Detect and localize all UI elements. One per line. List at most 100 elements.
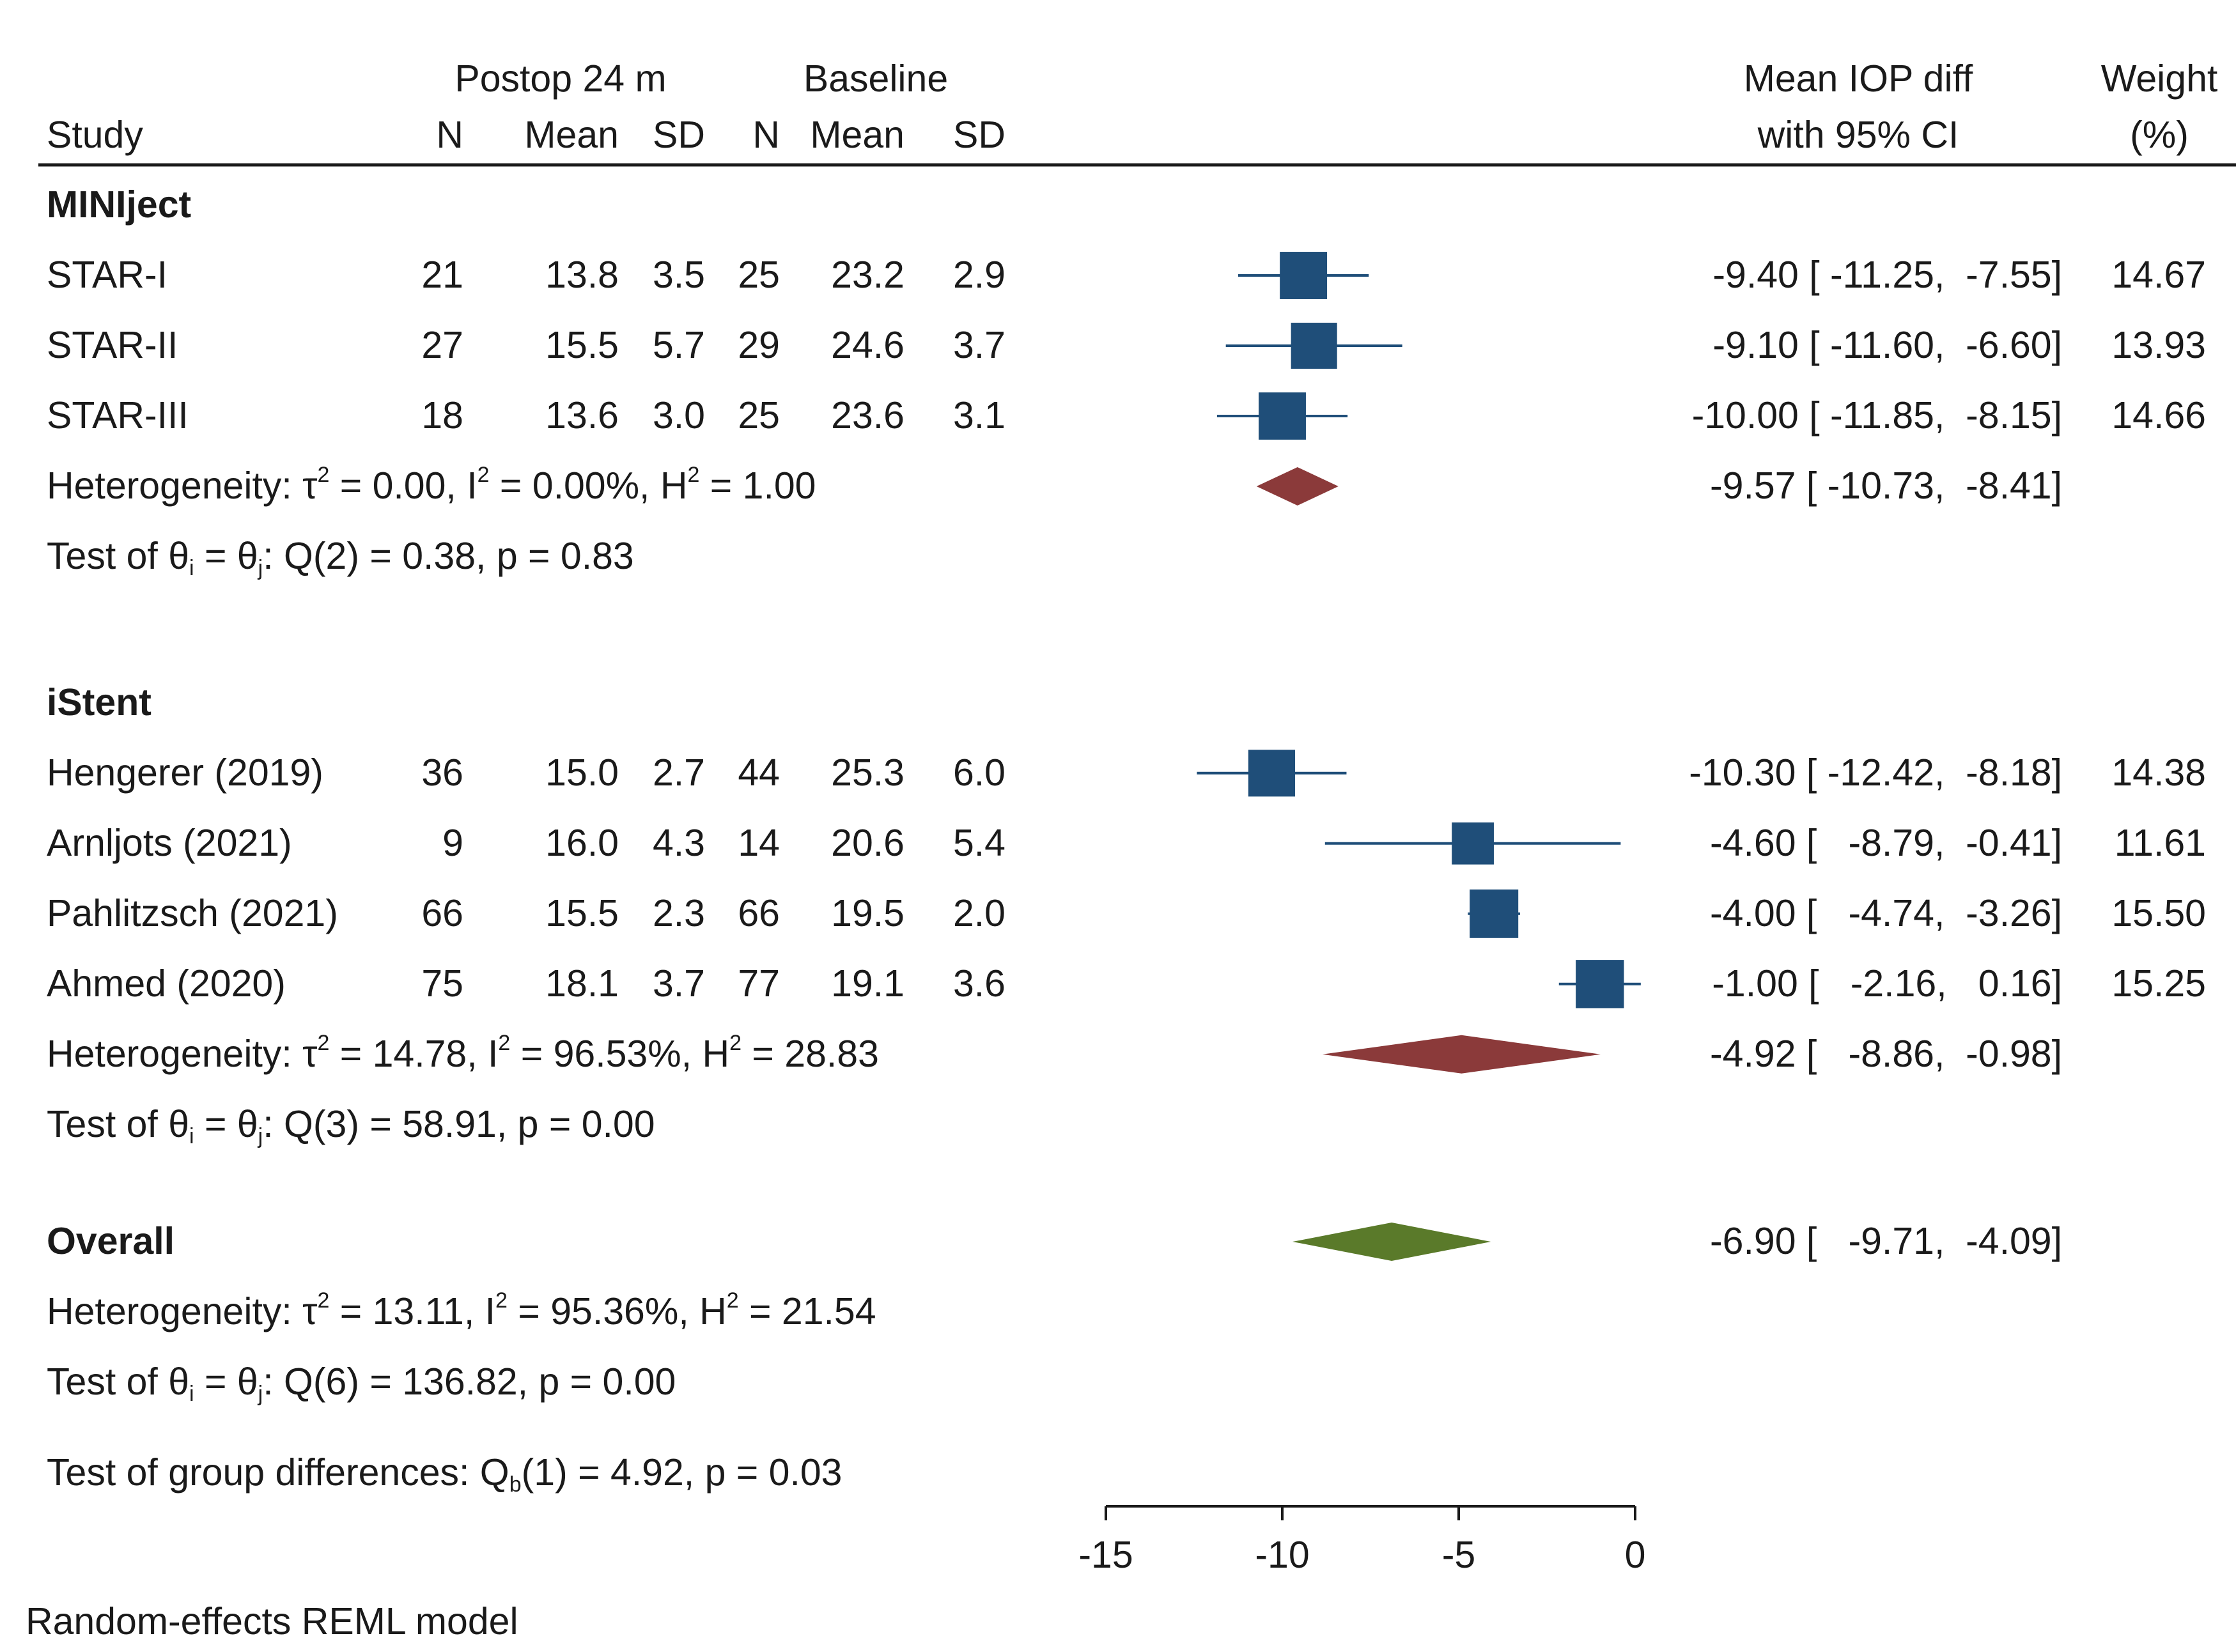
- study-marker: [1576, 960, 1624, 1008]
- weight-cell: 13.93: [2111, 324, 2206, 366]
- base-sd-cell: 3.6: [952, 962, 1005, 1005]
- study-marker: [1470, 889, 1519, 938]
- homogeneity-test: Test of θi = θj: Q(2) = 0.38, p = 0.83: [47, 535, 634, 580]
- post-sd-cell: 4.3: [652, 821, 705, 864]
- base-sd-cell: 3.7: [952, 324, 1005, 366]
- weight-cell: 14.66: [2111, 394, 2206, 436]
- post-n-cell: 18: [421, 394, 463, 436]
- header-base-sd: SD: [953, 114, 1005, 156]
- heterogeneity-stats: Heterogeneity: τ2 = 0.00, I2 = 0.00%, H2…: [47, 463, 816, 507]
- base-mean-cell: 25.3: [831, 751, 904, 794]
- header-group-postop: Postop 24 m: [454, 58, 667, 100]
- x-tick-label: -15: [1078, 1534, 1133, 1576]
- base-sd-cell: 6.0: [952, 751, 1005, 794]
- overall-heterogeneity: Heterogeneity: τ2 = 13.11, I2 = 95.36%, …: [47, 1288, 876, 1332]
- header-group-baseline: Baseline: [803, 58, 949, 100]
- post-mean-cell: 15.5: [545, 892, 619, 934]
- study-marker: [1280, 252, 1328, 299]
- post-sd-cell: 3.0: [652, 394, 705, 436]
- study-label: Ahmed (2020): [47, 962, 286, 1005]
- effect-ci-cell: -4.60 [ -8.79, -0.41]: [1710, 821, 2062, 864]
- header-effect-line2: with 95% CI: [1757, 114, 1959, 156]
- model-note: Random-effects REML model: [26, 1600, 518, 1642]
- overall-homogeneity-test: Test of θi = θj: Q(6) = 136.82, p = 0.00: [47, 1361, 676, 1406]
- study-label: STAR-II: [47, 324, 178, 366]
- header-weight-line2: (%): [2130, 114, 2189, 156]
- study-label: STAR-III: [47, 394, 189, 436]
- base-sd-cell: 2.9: [952, 254, 1005, 296]
- overall-diamond: [1293, 1223, 1491, 1261]
- base-sd-cell: 5.4: [952, 821, 1005, 864]
- post-n-cell: 75: [421, 962, 463, 1005]
- base-mean-cell: 19.1: [831, 962, 904, 1005]
- pooled-ci-cell: -9.57 [ -10.73, -8.41]: [1710, 465, 2062, 507]
- overall-label: Overall: [47, 1220, 175, 1262]
- post-sd-cell: 3.5: [652, 254, 705, 296]
- base-n-cell: 77: [738, 962, 780, 1005]
- header-post-mean: Mean: [524, 114, 619, 156]
- study-marker: [1248, 750, 1296, 797]
- base-mean-cell: 23.6: [831, 394, 904, 436]
- header-post-n: N: [436, 114, 463, 156]
- study-label: STAR-I: [47, 254, 168, 296]
- base-n-cell: 25: [738, 394, 780, 436]
- x-tick-label: 0: [1624, 1534, 1646, 1576]
- base-sd-cell: 3.1: [952, 394, 1005, 436]
- weight-cell: 14.67: [2111, 254, 2206, 296]
- base-mean-cell: 19.5: [831, 892, 904, 934]
- heterogeneity-stats: Heterogeneity: τ2 = 14.78, I2 = 96.53%, …: [47, 1030, 879, 1075]
- base-n-cell: 14: [738, 821, 780, 864]
- post-mean-cell: 15.0: [545, 751, 619, 794]
- header-study: Study: [47, 114, 143, 156]
- base-mean-cell: 20.6: [831, 821, 904, 864]
- homogeneity-test: Test of θi = θj: Q(3) = 58.91, p = 0.00: [47, 1102, 655, 1148]
- study-marker: [1452, 822, 1494, 865]
- weight-cell: 11.61: [2114, 821, 2206, 864]
- post-mean-cell: 16.0: [545, 821, 619, 864]
- post-n-cell: 36: [421, 751, 463, 794]
- effect-ci-cell: -4.00 [ -4.74, -3.26]: [1710, 892, 2062, 934]
- x-tick-label: -5: [1441, 1534, 1476, 1576]
- base-sd-cell: 2.0: [952, 892, 1005, 934]
- study-marker: [1259, 392, 1306, 440]
- effect-ci-cell: -1.00 [ -2.16, 0.16]: [1712, 962, 2062, 1005]
- base-n-cell: 29: [738, 324, 780, 366]
- group-differences-test: Test of group differences: Qb(1) = 4.92,…: [47, 1451, 842, 1497]
- effect-ci-cell: -9.40 [ -11.25, -7.55]: [1712, 254, 2062, 296]
- post-mean-cell: 18.1: [545, 962, 619, 1005]
- base-n-cell: 66: [738, 892, 780, 934]
- effect-ci-cell: -10.30 [ -12.42, -8.18]: [1689, 751, 2062, 794]
- overall-ci-cell: -6.90 [ -9.71, -4.09]: [1710, 1220, 2062, 1262]
- base-mean-cell: 23.2: [831, 254, 904, 296]
- header-base-n: N: [752, 114, 780, 156]
- header-weight-line1: Weight: [2100, 58, 2218, 100]
- post-sd-cell: 3.7: [652, 962, 705, 1005]
- study-label: Arnljots (2021): [47, 821, 292, 864]
- header-post-sd: SD: [653, 114, 705, 156]
- effect-ci-cell: -9.10 [ -11.60, -6.60]: [1712, 324, 2062, 366]
- post-n-cell: 66: [421, 892, 463, 934]
- base-n-cell: 44: [738, 751, 780, 794]
- post-sd-cell: 5.7: [652, 324, 705, 366]
- header-base-mean: Mean: [810, 114, 904, 156]
- base-mean-cell: 24.6: [831, 324, 904, 366]
- weight-cell: 15.50: [2111, 892, 2206, 934]
- pooled-ci-cell: -4.92 [ -8.86, -0.98]: [1710, 1032, 2062, 1075]
- post-sd-cell: 2.7: [652, 751, 705, 794]
- study-marker: [1291, 322, 1337, 369]
- study-label: Pahlitzsch (2021): [47, 892, 338, 934]
- post-n-cell: 21: [421, 254, 463, 296]
- weight-cell: 15.25: [2111, 962, 2206, 1005]
- group-label: MINIject: [47, 183, 192, 226]
- effect-ci-cell: -10.00 [ -11.85, -8.15]: [1691, 394, 2062, 436]
- study-label: Hengerer (2019): [47, 751, 323, 794]
- post-mean-cell: 13.8: [545, 254, 619, 296]
- post-mean-cell: 15.5: [545, 324, 619, 366]
- weight-cell: 14.38: [2111, 751, 2206, 794]
- post-n-cell: 9: [442, 821, 463, 864]
- subgroup-diamond: [1322, 1035, 1601, 1074]
- post-sd-cell: 2.3: [652, 892, 705, 934]
- x-tick-label: -10: [1255, 1534, 1310, 1576]
